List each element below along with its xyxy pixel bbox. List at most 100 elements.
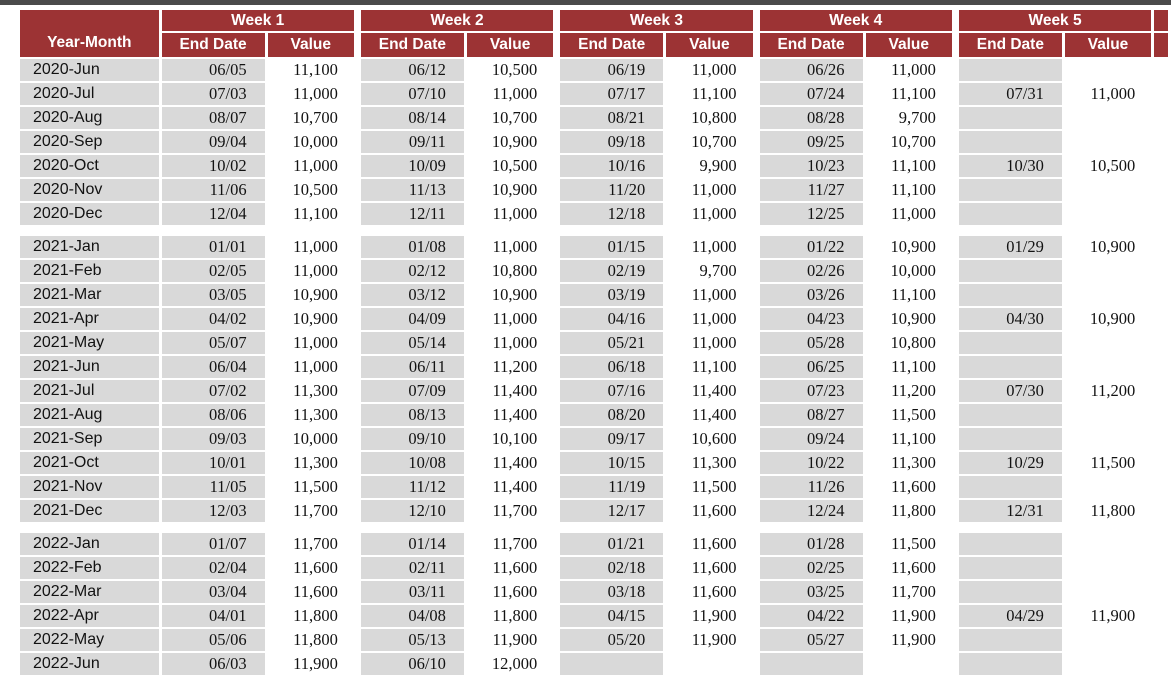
- value-cell: 11,400: [466, 452, 554, 474]
- row-label: 2022-May: [20, 629, 159, 651]
- value-cell: 11,700: [267, 500, 354, 522]
- column-gap: [756, 260, 757, 282]
- end-date-cell: 07/03: [161, 83, 265, 105]
- value-cell: 10,600: [666, 428, 753, 450]
- column-gap: [357, 356, 358, 378]
- end-date-cell: 07/10: [360, 83, 464, 105]
- end-date-cell: 10/08: [360, 452, 464, 474]
- value-cell: 11,500: [267, 476, 354, 498]
- row-label: 2021-May: [20, 332, 159, 354]
- end-date-cell: [958, 203, 1062, 225]
- end-date-cell: 07/24: [759, 83, 863, 105]
- column-gap: [756, 131, 757, 153]
- end-date-cell: [958, 356, 1062, 378]
- cutoff-column-subheader: [1154, 33, 1168, 57]
- row-label: 2020-Dec: [20, 203, 159, 225]
- end-date-cell: 10/29: [958, 452, 1062, 474]
- value-cell: 10,900: [865, 308, 952, 330]
- value-cell: 10,700: [666, 131, 753, 153]
- column-gap: [357, 107, 358, 129]
- value-cell: 11,200: [1064, 380, 1152, 402]
- column-gap: [955, 428, 956, 450]
- value-cell: 11,900: [865, 605, 952, 627]
- end-date-cell: 11/19: [560, 476, 664, 498]
- end-date-cell: 10/23: [759, 155, 863, 177]
- value-cell: 11,000: [466, 203, 554, 225]
- value-cell: 11,300: [865, 452, 952, 474]
- column-gap: [955, 107, 956, 129]
- end-date-cell: 03/19: [560, 284, 664, 306]
- end-date-cell: 12/25: [759, 203, 863, 225]
- end-date-cell: 03/12: [360, 284, 464, 306]
- end-date-cell: 02/19: [560, 260, 664, 282]
- end-date-cell: 04/09: [360, 308, 464, 330]
- year-section-gap: [20, 227, 1168, 234]
- column-gap: [756, 284, 757, 306]
- end-date-cell: 01/07: [161, 533, 265, 555]
- year-section-gap-cell: [20, 524, 1168, 531]
- table-row: 2020-Jun 06/05 11,100 06/12 10,500 06/19 11,00…: [20, 59, 1168, 81]
- value-cell: 11,000: [466, 308, 554, 330]
- value-cell: 10,900: [267, 308, 354, 330]
- end-date-cell: 10/22: [759, 452, 863, 474]
- column-gap: [357, 179, 358, 201]
- table-row: 2020-Dec 12/04 11,100 12/11 11,000 12/18 11,00…: [20, 203, 1168, 225]
- end-date-cell: 01/15: [560, 236, 664, 258]
- value-cell: 11,000: [666, 308, 753, 330]
- value-cell: 11,000: [267, 260, 354, 282]
- end-date-cell: 01/28: [759, 533, 863, 555]
- end-date-header: End Date: [360, 33, 464, 57]
- column-gap: [756, 236, 757, 258]
- value-cell: 11,400: [666, 380, 753, 402]
- column-gap: [955, 308, 956, 330]
- value-cell: 10,800: [466, 260, 554, 282]
- value-cell: 11,600: [666, 500, 753, 522]
- value-cell: 11,600: [666, 533, 753, 555]
- table-row: 2021-Jan 01/01 11,000 01/08 11,000 01/15 11,00…: [20, 236, 1168, 258]
- column-gap: [556, 260, 557, 282]
- row-label: 2021-Oct: [20, 452, 159, 474]
- end-date-cell: 11/27: [759, 179, 863, 201]
- end-date-cell: [958, 557, 1062, 579]
- end-date-cell: 12/03: [161, 500, 265, 522]
- table-row: 2022-Jan 01/07 11,700 01/14 11,700 01/21 11,60…: [20, 533, 1168, 555]
- cutoff-column-band: [1154, 10, 1168, 31]
- value-cell: 11,600: [267, 581, 354, 603]
- column-gap: [955, 155, 956, 177]
- value-cell: [1064, 653, 1152, 675]
- value-cell: 11,000: [666, 236, 753, 258]
- column-gap: [955, 356, 956, 378]
- value-cell: 10,800: [666, 107, 753, 129]
- value-cell: 11,200: [865, 380, 952, 402]
- year-section-gap-cell: [20, 227, 1168, 234]
- value-cell: 11,400: [466, 380, 554, 402]
- value-cell: 11,300: [666, 452, 753, 474]
- end-date-cell: 07/31: [958, 83, 1062, 105]
- value-cell: [1064, 428, 1152, 450]
- column-gap: [357, 404, 358, 426]
- week-5-header: Week 5: [958, 10, 1152, 31]
- column-gap: [357, 203, 358, 225]
- end-date-cell: [958, 179, 1062, 201]
- row-label: 2022-Apr: [20, 605, 159, 627]
- column-gap: [955, 581, 956, 603]
- row-label: 2021-Jun: [20, 356, 159, 378]
- end-date-cell: 05/13: [360, 629, 464, 651]
- week-2-header: Week 2: [360, 10, 554, 31]
- end-date-header: End Date: [958, 33, 1062, 57]
- value-cell: 10,000: [267, 131, 354, 153]
- value-cell: 11,700: [865, 581, 952, 603]
- column-gap: [955, 59, 956, 81]
- end-date-cell: 02/12: [360, 260, 464, 282]
- value-cell: 11,900: [666, 629, 753, 651]
- value-cell: 10,900: [1064, 236, 1152, 258]
- value-cell: [1064, 332, 1152, 354]
- end-date-cell: 08/27: [759, 404, 863, 426]
- value-cell: [1064, 476, 1152, 498]
- column-gap: [955, 557, 956, 579]
- column-gap: [955, 284, 956, 306]
- end-date-cell: 08/14: [360, 107, 464, 129]
- row-label: 2020-Nov: [20, 179, 159, 201]
- table-row: 2022-May 05/06 11,800 05/13 11,900 05/20 11,90…: [20, 629, 1168, 651]
- value-cell: 11,000: [466, 83, 554, 105]
